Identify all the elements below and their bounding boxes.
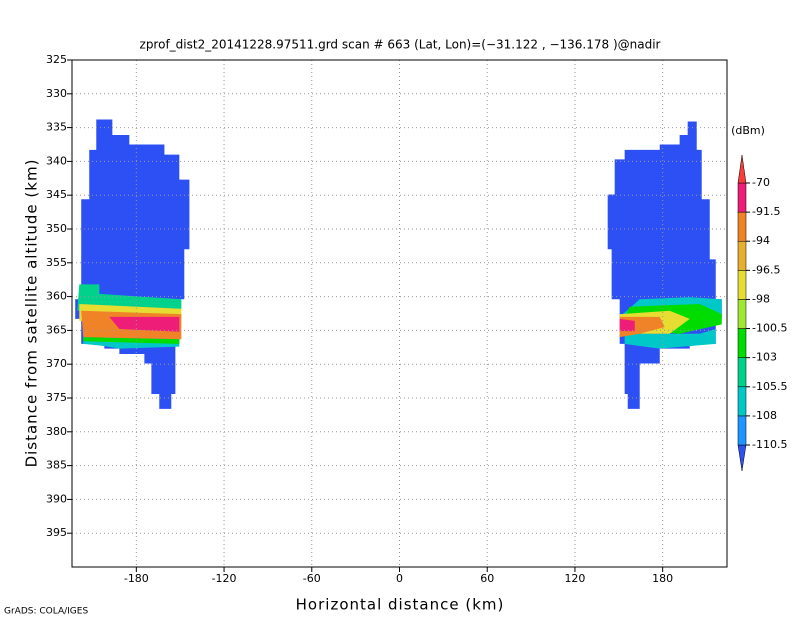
y-tick-label: 385 [46,459,67,472]
y-tick-label: 330 [46,87,67,100]
colorbar-unit: (dBm) [731,124,765,137]
x-tick-label: 0 [396,572,403,585]
colorbar-label: -100.5 [752,322,787,335]
plot-frame [71,59,728,568]
contour-region [607,121,722,409]
y-tick-label: 395 [46,526,67,539]
y-tick-label: 340 [46,154,67,167]
contour-region [83,337,180,344]
colorbar-bottom [737,444,747,472]
contour-region [619,318,635,332]
colorbar-segment [737,328,747,358]
colorbar-label: -105.5 [752,380,787,393]
contour-region [77,284,182,311]
colorbar-segment [737,211,747,242]
y-axis-label: Distance from satellite altitude (km) [23,159,41,468]
colorbar-label: -94 [752,234,770,247]
colorbar-segment [737,386,747,417]
colorbar-top [737,154,747,184]
colorbar-label: -96.5 [752,263,780,276]
colorbar-label: -108 [752,409,777,422]
colorbar-segment [737,357,747,388]
contour-region [109,316,180,332]
y-tick-label: 365 [46,323,67,336]
y-tick-label: 390 [46,492,67,505]
x-tick-label: -120 [212,572,237,585]
colorbar-label: -110.5 [752,438,787,451]
y-tick-label: 380 [46,425,67,438]
colorbar-segment [737,415,747,446]
y-tick-label: 355 [46,256,67,269]
x-axis-label: Horizontal distance (km) [296,596,505,614]
colorbar-label: -91.5 [752,205,780,218]
chart-title: zprof_dist2_20141228.97511.grd scan # 66… [140,38,661,52]
contour-region [75,119,190,409]
y-tick-label: 360 [46,290,67,303]
y-tick-label: 375 [46,391,67,404]
colorbar-segment [737,270,747,300]
x-tick-label: -60 [303,572,321,585]
contour-region [624,329,716,349]
y-tick-label: 345 [46,188,67,201]
colorbar-label: -70 [752,176,770,189]
footer: GrADS: COLA/IGES [4,607,88,617]
colorbar-segment [737,299,747,329]
colorbar-segment [737,240,747,271]
colorbar-segment [737,182,747,213]
y-tick-label: 325 [46,53,67,66]
x-tick-label: 120 [564,572,585,585]
y-tick-label: 350 [46,222,67,235]
x-tick-label: -180 [124,572,149,585]
y-tick-label: 370 [46,357,67,370]
x-tick-label: 180 [652,572,673,585]
colorbar-label: -98 [752,292,770,305]
colorbar-label: -103 [752,351,777,364]
y-tick-label: 335 [46,121,67,134]
x-tick-label: 60 [480,572,494,585]
